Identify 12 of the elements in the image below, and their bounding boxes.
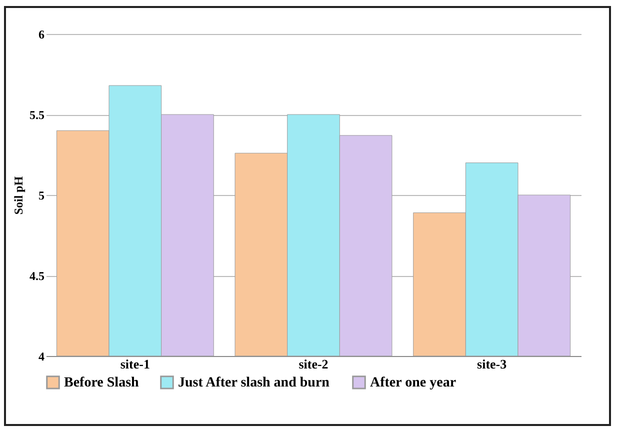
legend-label: Just After slash and burn: [178, 375, 330, 390]
y-tick-label: 4.5: [30, 269, 44, 283]
legend-label: After one year: [370, 375, 456, 390]
y-tick-label: 6: [38, 28, 44, 42]
y-axis-title: Soil pH: [12, 176, 26, 215]
y-tick-label: 4: [38, 350, 44, 364]
x-tick-label: site-3: [477, 356, 508, 372]
y-tick-label: 5.5: [30, 108, 44, 122]
legend-label: Before Slash: [64, 375, 140, 390]
x-tick-label: site-2: [298, 356, 328, 372]
x-tick-label: site-1: [120, 356, 150, 372]
y-tick-label: 5: [38, 188, 44, 202]
